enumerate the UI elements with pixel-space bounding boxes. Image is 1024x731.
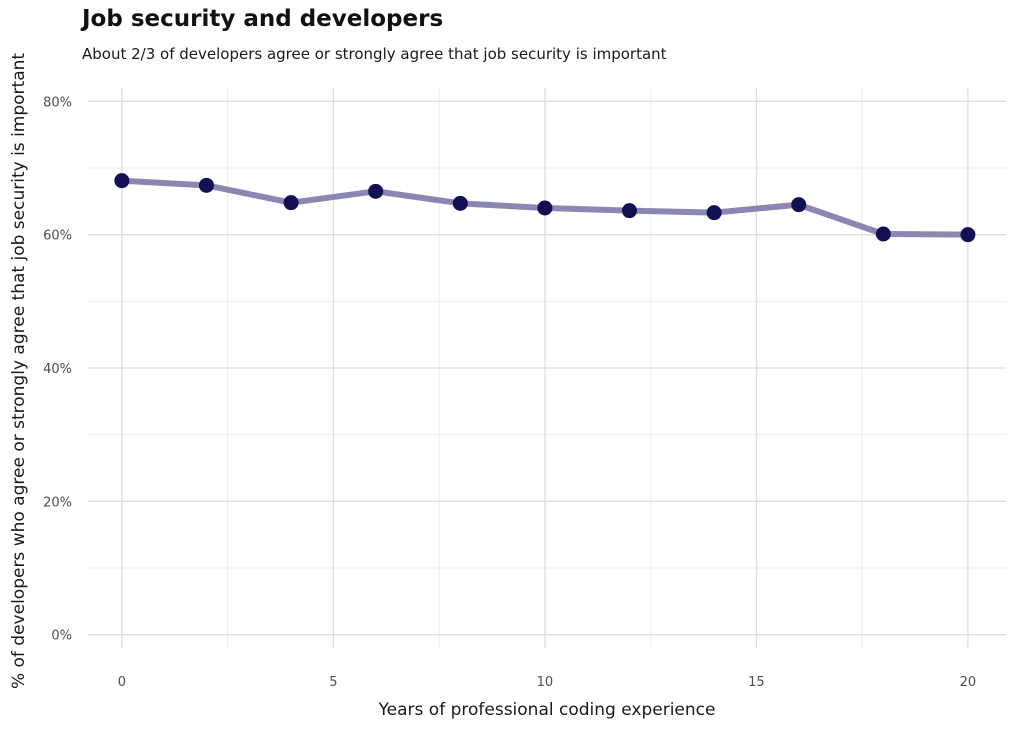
data-point xyxy=(875,226,891,242)
data-point xyxy=(960,227,976,243)
data-point xyxy=(537,200,553,216)
x-tick-label: 20 xyxy=(960,675,977,690)
data-point xyxy=(452,195,468,211)
chart-subtitle: About 2/3 of developers agree or strongl… xyxy=(82,45,667,63)
x-tick-label: 0 xyxy=(118,675,126,690)
x-axis-ticks: 0 5 10 15 20 xyxy=(118,675,976,690)
data-point xyxy=(706,205,722,221)
y-tick-label: 40% xyxy=(43,362,72,377)
x-tick-label: 5 xyxy=(329,675,337,690)
major-gridlines xyxy=(88,88,1006,648)
data-point xyxy=(621,203,637,219)
y-axis-ticks: 0% 20% 40% 60% 80% xyxy=(43,95,72,643)
data-point xyxy=(368,183,384,199)
y-tick-label: 0% xyxy=(51,629,72,644)
data-point xyxy=(114,173,130,189)
x-tick-label: 10 xyxy=(537,675,554,690)
data-point xyxy=(283,195,299,211)
x-tick-label: 15 xyxy=(748,675,765,690)
x-axis-label: Years of professional coding experience xyxy=(378,700,716,720)
series-points-group xyxy=(114,173,976,243)
y-tick-label: 60% xyxy=(43,229,72,244)
data-point xyxy=(791,197,807,213)
data-point xyxy=(198,177,214,193)
y-tick-label: 80% xyxy=(43,95,72,110)
y-axis-label: % of developers who agree or strongly ag… xyxy=(9,53,29,689)
y-tick-label: 20% xyxy=(43,495,72,510)
chart-title: Job security and developers xyxy=(82,6,444,32)
